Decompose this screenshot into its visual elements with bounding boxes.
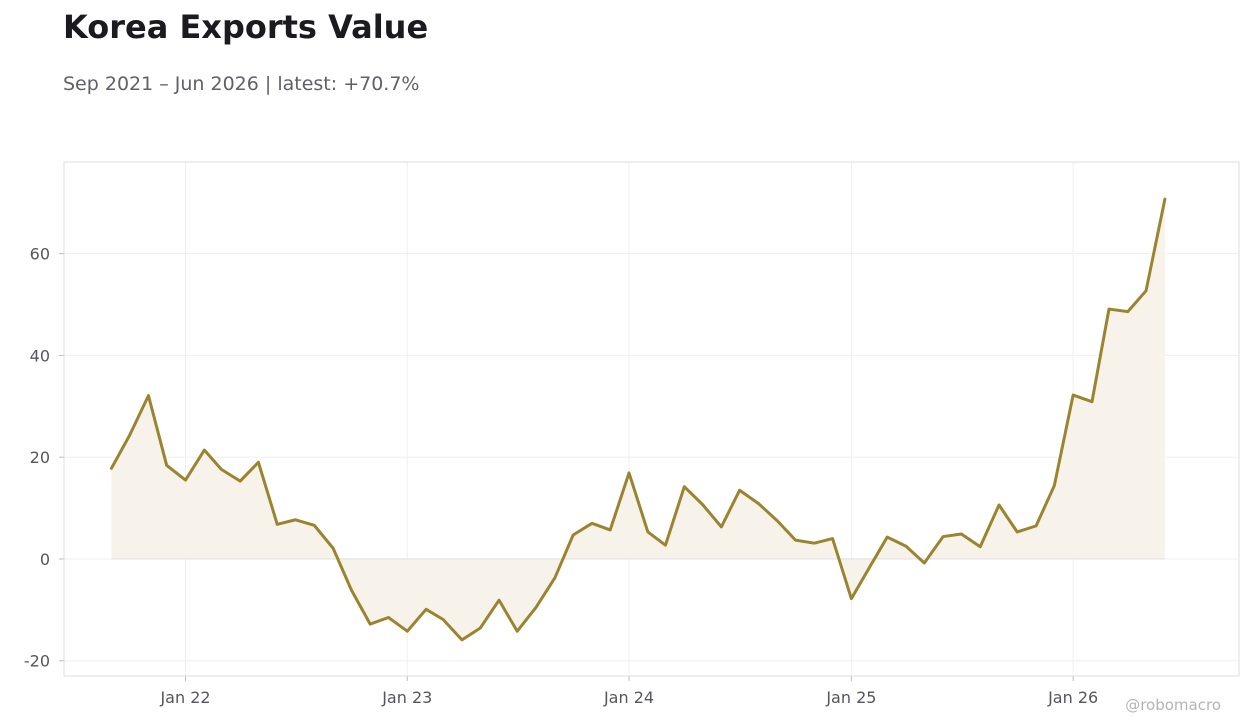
data-point	[497, 598, 501, 602]
data-point	[219, 467, 223, 471]
data-point	[312, 523, 316, 527]
y-tick-label: 20	[30, 448, 50, 467]
data-point	[885, 535, 889, 539]
data-point	[165, 463, 169, 467]
data-point	[349, 588, 353, 592]
data-point	[904, 544, 908, 548]
data-point	[386, 615, 390, 619]
data-point	[941, 535, 945, 539]
data-point	[793, 538, 797, 542]
data-point	[478, 626, 482, 630]
x-tick-label: Jan 24	[603, 688, 654, 707]
y-tick-label: 60	[30, 245, 50, 264]
data-point	[868, 564, 872, 568]
data-point	[534, 605, 538, 609]
x-tick-label: Jan 26	[1047, 688, 1098, 707]
data-point	[719, 525, 723, 529]
grid-layer	[64, 162, 1239, 676]
data-point	[293, 518, 297, 522]
chart-subtitle: Sep 2021 – Jun 2026 | latest: +70.7%	[63, 73, 420, 95]
y-tick-label: -20	[24, 652, 50, 671]
data-point	[922, 561, 926, 565]
data-point	[146, 394, 150, 398]
data-point	[978, 545, 982, 549]
series-area	[111, 199, 1165, 640]
data-point	[608, 528, 612, 532]
data-point	[424, 607, 428, 611]
data-point	[812, 541, 816, 545]
data-point	[184, 478, 188, 482]
data-point	[128, 433, 132, 437]
watermark: @robomacro	[1125, 696, 1221, 714]
data-point	[368, 622, 372, 626]
x-tick-label: Jan 22	[159, 688, 210, 707]
data-point	[1052, 484, 1056, 488]
data-point	[701, 502, 705, 506]
data-point	[109, 466, 113, 470]
y-tick-label: 0	[40, 550, 50, 569]
area-layer	[111, 199, 1165, 640]
data-point	[256, 460, 260, 464]
data-point	[1144, 289, 1148, 293]
data-point	[202, 448, 206, 452]
data-point	[238, 479, 242, 483]
data-point	[775, 519, 779, 523]
data-point	[1071, 393, 1075, 397]
series-line	[109, 197, 1167, 642]
data-point	[682, 485, 686, 489]
data-point	[646, 530, 650, 534]
data-point	[1163, 197, 1167, 201]
data-point	[460, 638, 464, 642]
plot-frame	[63, 161, 1240, 677]
x-tick-label: Jan 25	[825, 688, 876, 707]
data-point	[553, 576, 557, 580]
data-point	[1015, 530, 1019, 534]
data-point	[331, 546, 335, 550]
data-point	[831, 537, 835, 541]
data-point	[405, 629, 409, 633]
data-point	[441, 618, 445, 622]
data-point	[1090, 400, 1094, 404]
data-point	[590, 521, 594, 525]
chart-title: Korea Exports Value	[63, 8, 429, 46]
data-point	[515, 629, 519, 633]
data-point	[738, 488, 742, 492]
data-point	[1107, 307, 1111, 311]
axis-layer: -20 0 20 40 60 Jan 22 Jan 23 Jan 24 Jan 25 Jan 26	[24, 161, 1240, 707]
data-point	[756, 501, 760, 505]
data-point	[1034, 524, 1038, 528]
data-point	[627, 471, 631, 475]
data-point	[1126, 310, 1130, 314]
line-layer	[109, 197, 1167, 642]
data-point	[275, 522, 279, 526]
data-point	[959, 532, 963, 536]
data-point	[571, 533, 575, 537]
x-tick-label: Jan 23	[381, 688, 432, 707]
y-tick-label: 40	[30, 346, 50, 365]
data-point	[663, 543, 667, 547]
data-point	[997, 503, 1001, 507]
data-point	[849, 597, 853, 601]
